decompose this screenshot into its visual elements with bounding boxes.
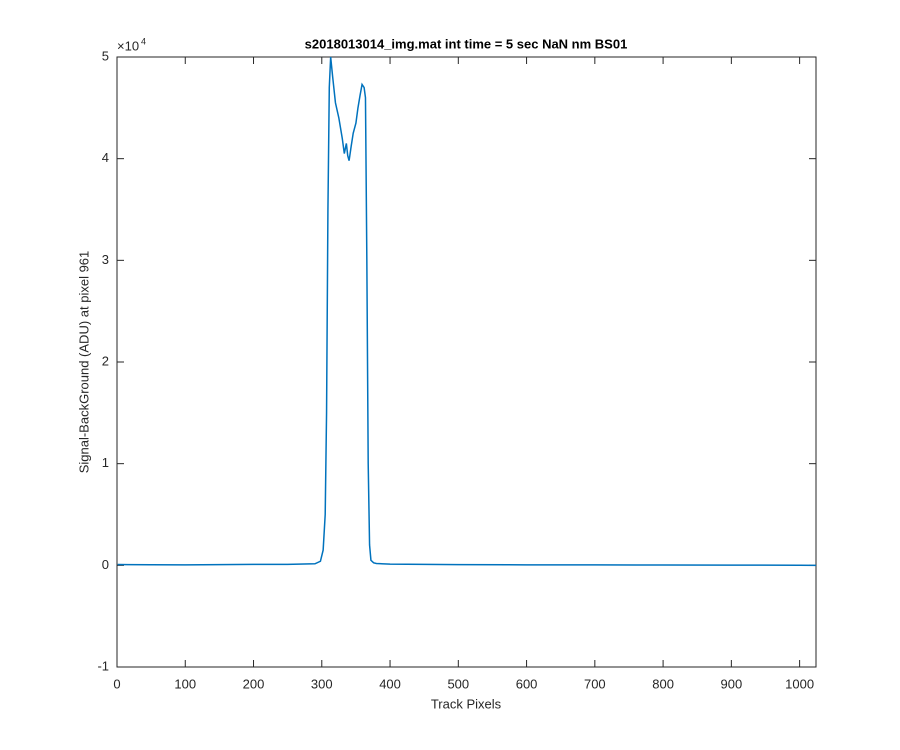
x-tick-label: 700 bbox=[584, 676, 606, 691]
y-tick-label: 4 bbox=[102, 150, 109, 165]
x-tick-label: 600 bbox=[516, 676, 538, 691]
y-axis-label: Signal-BackGround (ADU) at pixel 961 bbox=[76, 251, 91, 474]
x-tick-label: 100 bbox=[174, 676, 196, 691]
y-tick-label: 0 bbox=[102, 557, 109, 572]
y-tick-label: -1 bbox=[97, 658, 109, 673]
y-tick-label: 1 bbox=[102, 455, 109, 470]
data-line bbox=[117, 56, 817, 567]
x-tick-label: 1000 bbox=[785, 676, 814, 691]
y-tick-label: 2 bbox=[102, 353, 109, 368]
x-tick-label: 900 bbox=[721, 676, 743, 691]
x-tick-label: 200 bbox=[243, 676, 265, 691]
x-tick-label: 400 bbox=[379, 676, 401, 691]
x-tick-label: 300 bbox=[311, 676, 333, 691]
x-axis-label: Track Pixels bbox=[431, 696, 502, 711]
y-multiplier-exponent: 4 bbox=[141, 36, 146, 46]
y-tick-label: 3 bbox=[102, 252, 109, 267]
chart-title: s2018013014_img.mat int time = 5 sec NaN… bbox=[305, 36, 628, 51]
y-multiplier: ×10 bbox=[117, 38, 139, 53]
x-tick-label: 500 bbox=[447, 676, 469, 691]
x-tick-label: 800 bbox=[652, 676, 674, 691]
y-tick-label: 5 bbox=[102, 48, 109, 63]
x-tick-label: 0 bbox=[113, 676, 120, 691]
